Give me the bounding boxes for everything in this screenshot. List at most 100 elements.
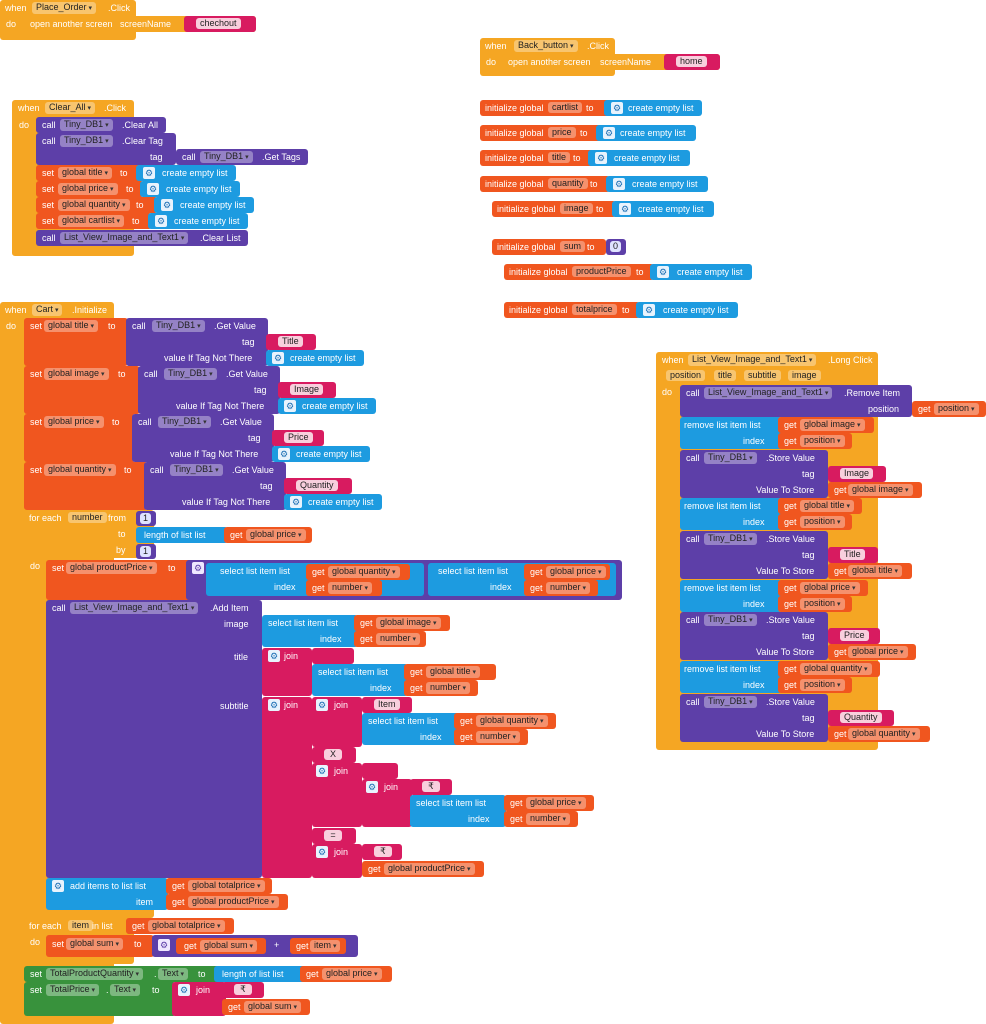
call-tinydb-get-value[interactable]: call Tiny_DB1 .Get Value tag value If Ta…: [144, 462, 286, 510]
remove-list-item-block[interactable]: remove list item list index: [680, 661, 782, 693]
gear-icon[interactable]: ⚙: [316, 699, 328, 711]
init-global-quantity[interactable]: initialize global quantity to: [480, 176, 610, 192]
tag-text-value[interactable]: Image: [290, 384, 324, 395]
set-global-quantity[interactable]: set global quantity to: [24, 462, 148, 510]
init-global-image[interactable]: initialize global image to: [492, 201, 616, 217]
call-tinydb-get-tags[interactable]: call Tiny_DB1 .Get Tags: [176, 149, 308, 165]
call-tinydb-clear-tag[interactable]: call Tiny_DB1 .Clear Tag tag: [36, 133, 176, 165]
join-block-total[interactable]: ⚙ join: [172, 982, 226, 1016]
variable-dropdown[interactable]: global title: [44, 320, 98, 332]
tinydb-dropdown[interactable]: Tiny_DB1: [152, 320, 205, 332]
select-list-item-block[interactable]: select list item list index: [410, 795, 506, 827]
gear-icon[interactable]: ⚙: [284, 400, 296, 412]
create-empty-list-block[interactable]: ⚙ create empty list: [154, 197, 254, 213]
variable-dropdown[interactable]: position: [800, 679, 845, 691]
back-button-component-dropdown[interactable]: Back_button: [514, 40, 578, 52]
property-dropdown[interactable]: Text: [110, 984, 140, 996]
variable-dropdown[interactable]: global quantity: [800, 663, 872, 675]
get-global-sum[interactable]: get global sum: [176, 938, 266, 954]
variable-dropdown[interactable]: global price: [526, 797, 586, 809]
variable-dropdown[interactable]: global quantity: [848, 728, 920, 740]
create-empty-list-block[interactable]: ⚙ create empty list: [278, 398, 376, 414]
set-totalproductquantity-text[interactable]: set TotalProductQuantity . Text to: [24, 966, 220, 982]
call-tinydb-store-value[interactable]: call Tiny_DB1 .Store Value tag Value To …: [680, 531, 828, 579]
tinydb-dropdown[interactable]: Tiny_DB1: [60, 119, 113, 131]
tag-text-value[interactable]: Title: [278, 336, 303, 347]
variable-dropdown[interactable]: number: [376, 633, 420, 645]
join-block-subtitle[interactable]: ⚙ join: [262, 697, 312, 878]
text-block[interactable]: Title: [266, 334, 316, 350]
join-block-item-quantity[interactable]: ⚙ join: [312, 697, 362, 747]
variable-dropdown[interactable]: position: [800, 435, 845, 447]
create-empty-list-block[interactable]: ⚙ create empty list: [612, 201, 714, 217]
create-empty-list-block[interactable]: ⚙ create empty list: [636, 302, 738, 318]
variable-dropdown[interactable]: global price: [322, 968, 382, 980]
call-tinydb-get-value[interactable]: call Tiny_DB1 .Get Value tag value If Ta…: [126, 318, 268, 366]
get-global-totalprice[interactable]: get global totalprice: [166, 878, 272, 894]
get-global-image[interactable]: get global image: [354, 615, 450, 631]
get-number[interactable]: get number: [354, 631, 426, 647]
get-global-title[interactable]: get global title: [828, 563, 912, 579]
tinydb-dropdown[interactable]: Tiny_DB1: [200, 151, 253, 163]
get-position[interactable]: get position: [778, 596, 852, 612]
get-item[interactable]: get item: [290, 938, 346, 954]
text-block-space[interactable]: [362, 763, 398, 779]
call-listview-remove-item[interactable]: call List_View_Image_and_Text1 .Remove I…: [680, 385, 912, 417]
text-block[interactable]: Price: [272, 430, 324, 446]
global-name-title[interactable]: title: [548, 152, 571, 163]
create-empty-list-block[interactable]: ⚙ create empty list: [148, 213, 248, 229]
gear-icon[interactable]: ⚙: [161, 199, 173, 211]
x-text-value[interactable]: X: [324, 749, 342, 760]
variable-dropdown[interactable]: global cartlist: [58, 215, 124, 227]
init-global-totalprice[interactable]: initialize global totalprice to: [504, 302, 640, 318]
by-value[interactable]: 1: [140, 546, 152, 557]
init-global-cartlist[interactable]: initialize global cartlist to: [480, 100, 612, 116]
variable-dropdown[interactable]: number: [546, 582, 590, 594]
gear-icon[interactable]: ⚙: [619, 203, 631, 215]
text-block[interactable]: Quantity: [828, 710, 894, 726]
gear-icon[interactable]: ⚙: [268, 699, 280, 711]
gear-icon[interactable]: ⚙: [366, 781, 378, 793]
text-block-space[interactable]: [312, 648, 354, 664]
listview-dropdown[interactable]: List_View_Image_and_Text1: [70, 602, 199, 614]
text-block[interactable]: Quantity: [284, 478, 352, 494]
init-global-productprice[interactable]: initialize global productPrice to: [504, 264, 654, 280]
rupee-text-value[interactable]: ₹: [422, 781, 440, 792]
gear-icon[interactable]: ⚙: [613, 178, 625, 190]
screen-text-value[interactable]: home: [676, 56, 707, 67]
rupee-text-value[interactable]: ₹: [374, 846, 392, 857]
text-block-chechout[interactable]: chechout: [184, 16, 256, 32]
set-global-price[interactable]: set global price to: [36, 181, 144, 197]
set-global-image[interactable]: set global image to: [24, 366, 140, 414]
component-dropdown[interactable]: TotalProductQuantity: [46, 968, 144, 980]
variable-dropdown[interactable]: global sum: [200, 940, 257, 952]
tag-text-value[interactable]: Quantity: [840, 712, 882, 723]
text-block[interactable]: Image: [278, 382, 336, 398]
create-empty-list-block[interactable]: ⚙ create empty list: [272, 446, 370, 462]
cart-component-dropdown[interactable]: Cart: [32, 304, 63, 316]
get-global-image[interactable]: get global image: [778, 417, 874, 433]
loop-variable-item[interactable]: item: [68, 920, 94, 931]
text-block-item[interactable]: Item: [362, 697, 412, 713]
select-list-item-block[interactable]: select list item list index: [312, 664, 408, 696]
get-number[interactable]: get number: [504, 811, 578, 827]
get-global-productprice[interactable]: get global productPrice: [166, 894, 288, 910]
get-global-quantity[interactable]: get global quantity: [306, 564, 410, 580]
tinydb-dropdown[interactable]: Tiny_DB1: [170, 464, 223, 476]
gear-icon[interactable]: ⚙: [192, 562, 204, 574]
tag-text-value[interactable]: Title: [840, 549, 865, 560]
gear-icon[interactable]: ⚙: [595, 152, 607, 164]
get-global-image[interactable]: get global image: [828, 482, 922, 498]
variable-dropdown[interactable]: global title: [426, 666, 480, 678]
set-global-title[interactable]: set global title to: [36, 165, 142, 181]
set-global-title[interactable]: set global title to: [24, 318, 128, 366]
listview-dropdown[interactable]: List_View_Image_and_Text1: [704, 387, 833, 399]
get-global-title[interactable]: get global title: [404, 664, 496, 680]
variable-dropdown[interactable]: global totalprice: [188, 880, 265, 892]
param-position[interactable]: position: [666, 370, 706, 381]
get-position[interactable]: get position: [778, 514, 852, 530]
get-position[interactable]: get position: [778, 677, 852, 693]
component-dropdown[interactable]: TotalPrice: [46, 984, 99, 996]
global-name-price[interactable]: price: [548, 127, 576, 138]
join-block-title[interactable]: ⚙ join: [262, 648, 312, 696]
